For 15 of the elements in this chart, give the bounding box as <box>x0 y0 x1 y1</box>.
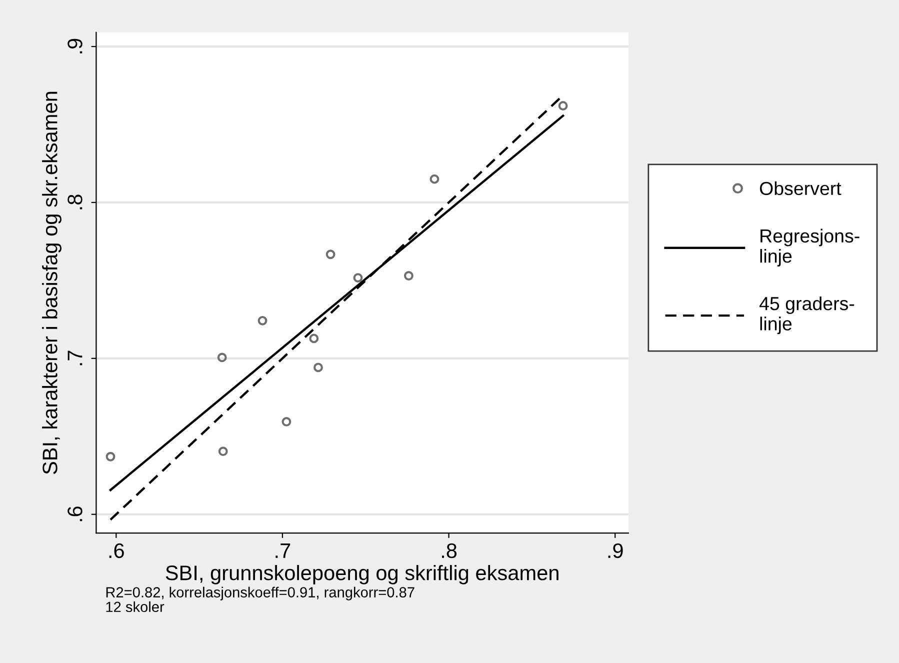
x-axis-title: SBI, grunnskolepoeng og skriftlig eksamen <box>166 564 558 584</box>
y-tick-label: .8 <box>68 194 82 210</box>
x-tick-label: .6 <box>109 543 124 558</box>
text: 12 skoler <box>106 601 164 612</box>
legend-label: Regresjons- linje <box>760 228 860 266</box>
text: R2=0.82, korrelasjonskoeff=0.91, rangkorr=0.87 <box>106 586 414 600</box>
y-tick-label: .9 <box>68 38 82 54</box>
legend-label: 45 graders- linje <box>759 296 854 334</box>
y-tick-label: .7 <box>68 350 82 366</box>
x-tick-label: .7 <box>276 544 290 558</box>
x-tick-label: .8 <box>442 543 457 558</box>
y-tick-label: .6 <box>68 506 82 522</box>
x-tick-label: .9 <box>608 543 623 558</box>
y-axis-title: SBI, karakterer i basisfag og skr.eksamen <box>42 92 62 474</box>
legend-label: Observert <box>760 181 842 196</box>
